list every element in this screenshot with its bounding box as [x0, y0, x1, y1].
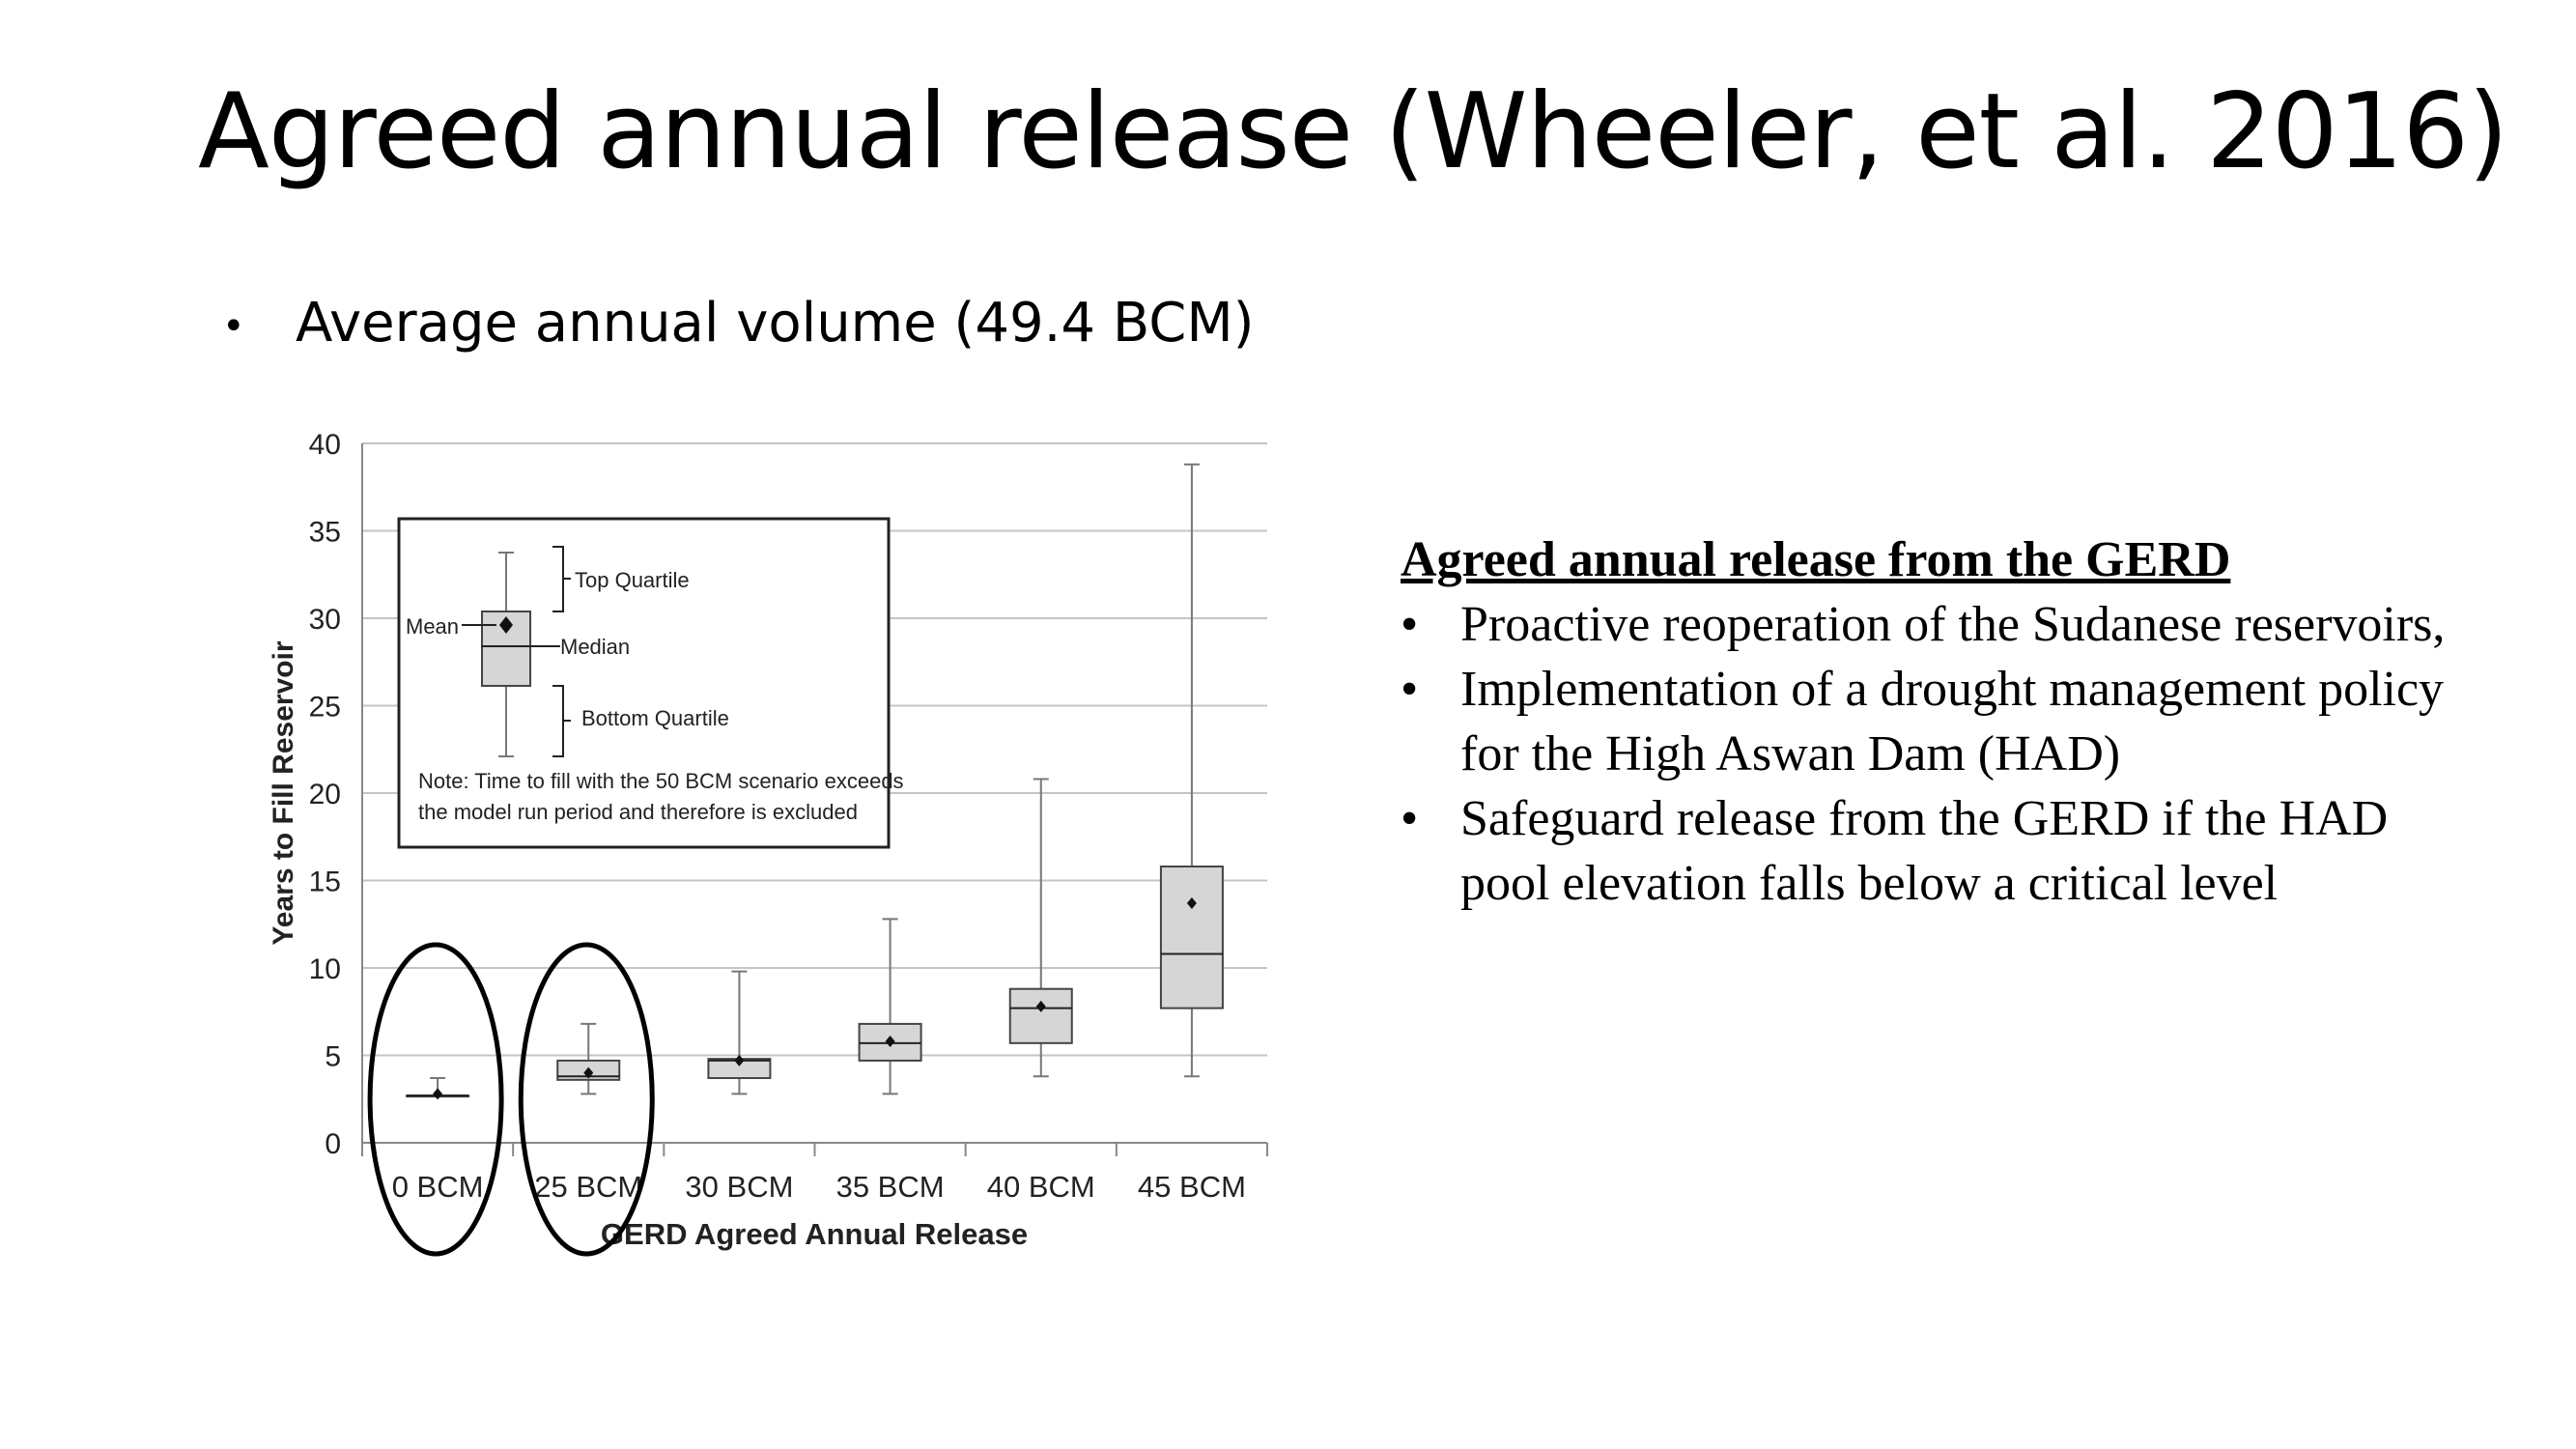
- list-item-text: Implementation of a drought management p…: [1460, 662, 2445, 781]
- legend-bottom-bracket: [552, 685, 571, 757]
- mean-marker: [433, 1088, 443, 1100]
- y-tick-label: 5: [325, 1041, 341, 1073]
- y-tick-label: 10: [309, 953, 341, 985]
- bullet-dot: •: [1401, 597, 1419, 652]
- y-tick-label: 20: [309, 779, 341, 810]
- right-panel-heading: Agreed annual release from the GERD: [1401, 532, 2231, 587]
- mean-marker: [885, 1036, 895, 1048]
- mean-marker: [1035, 1000, 1046, 1012]
- right-panel: Agreed annual release from the GERD • Pro…: [1401, 527, 2482, 916]
- summary-bullet: • Average annual volume (49.4 BCM): [222, 292, 1255, 355]
- y-tick-label: 25: [309, 692, 341, 724]
- legend-note-line: the model run period and therefore is ex…: [418, 800, 858, 824]
- y-tick-label: 30: [309, 604, 341, 636]
- legend-bottom-label: Bottom Quartile: [581, 706, 729, 730]
- highlight-ellipse: [518, 942, 655, 1257]
- x-tick-label: 45 BCM: [1138, 1170, 1246, 1204]
- x-tick-label: 35 BCM: [836, 1170, 945, 1204]
- x-tick-label: 30 BCM: [685, 1170, 793, 1204]
- highlight-ellipse: [367, 942, 504, 1257]
- x-tick-label: 40 BCM: [987, 1170, 1095, 1204]
- legend-top-label: Top Quartile: [575, 568, 690, 592]
- bullet-dot: •: [1401, 791, 1419, 846]
- legend-note-line: Note: Time to fill with the 50 BCM scena…: [418, 769, 904, 793]
- list-item: • Proactive reoperation of the Sudanese r…: [1401, 592, 2482, 657]
- y-tick-label: 35: [309, 517, 341, 549]
- legend-box: [397, 517, 891, 849]
- list-item-text: Proactive reoperation of the Sudanese re…: [1460, 597, 2446, 652]
- bullet-dot: •: [222, 303, 245, 349]
- y-tick-label: 15: [309, 867, 341, 898]
- x-tick-label: 25 BCM: [534, 1170, 642, 1204]
- mean-marker: [1186, 897, 1197, 910]
- legend-mean-marker: [499, 616, 513, 634]
- legend-top-bracket: [552, 546, 571, 612]
- summary-bullet-text: Average annual volume (49.4 BCM): [296, 292, 1255, 355]
- x-axis-title: GERD Agreed Annual Release: [601, 1217, 1028, 1251]
- box-iqr: [1159, 866, 1224, 1009]
- y-tick-label: 40: [309, 429, 341, 461]
- y-axis-title: Years to Fill Reservoir: [268, 640, 299, 945]
- legend-median-label: Median: [560, 635, 630, 659]
- mean-marker: [734, 1054, 745, 1066]
- list-item: • Implementation of a drought management …: [1401, 657, 2482, 786]
- box-iqr: [1008, 987, 1073, 1044]
- slide-title: Agreed annual release (Wheeler, et al. 2…: [198, 71, 2508, 192]
- bullet-dot: •: [1401, 662, 1419, 717]
- list-item: • Safeguard release from the GERD if the …: [1401, 786, 2482, 916]
- legend-mean-label: Mean: [406, 614, 459, 639]
- mean-marker: [583, 1066, 594, 1079]
- x-tick-label: 0 BCM: [392, 1170, 484, 1204]
- list-item-text: Safeguard release from the GERD if the H…: [1460, 791, 2389, 911]
- y-tick-label: 0: [325, 1128, 341, 1160]
- right-panel-list: • Proactive reoperation of the Sudanese r…: [1401, 592, 2482, 916]
